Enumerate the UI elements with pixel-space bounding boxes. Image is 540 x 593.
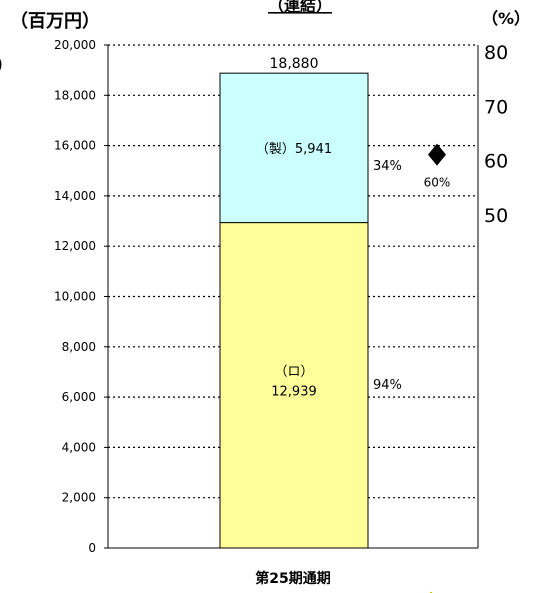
y2-tick-labels: 50 60 70 80 <box>484 42 508 227</box>
left-edge-mark: ) <box>0 54 3 75</box>
y2-tick-label: 80 <box>484 42 508 64</box>
y-tick-label: 18,000 <box>54 88 96 102</box>
y2-tick-label: 60 <box>484 151 508 173</box>
y-tick-label: 4,000 <box>62 440 96 454</box>
chart-title: （連結） <box>268 0 332 15</box>
x-tick-label: 第25期通期 <box>255 570 330 587</box>
y-tick-label: 20,000 <box>54 38 96 52</box>
marker-label: 60% <box>424 176 451 190</box>
data-labels: （ロ） 12,939 （製）5,941 18,880 34% 94% 60% <box>256 56 450 399</box>
y-tick-label: 2,000 <box>62 491 96 505</box>
y2-tick-label: 50 <box>484 205 508 227</box>
total-label: 18,880 <box>270 56 319 72</box>
left-unit-label: （百万円） <box>10 11 100 32</box>
bars <box>219 72 369 549</box>
side-label: 94% <box>373 378 402 393</box>
side-label: 34% <box>373 159 402 174</box>
data-label: （製）5,941 <box>256 142 332 157</box>
bar-segment <box>219 72 369 224</box>
right-unit-label: （%） <box>482 9 530 28</box>
y2-tick-label: 70 <box>484 96 508 118</box>
bar-segment <box>219 222 369 549</box>
y-tick-label: 12,000 <box>54 239 96 253</box>
y-tick-label: 6,000 <box>62 390 96 404</box>
marker-point <box>428 143 446 166</box>
data-label: 12,939 <box>271 384 317 399</box>
y-tick-label: 0 <box>88 541 96 555</box>
y-tick-label: 10,000 <box>54 290 96 304</box>
data-label: （ロ） <box>274 364 313 379</box>
y-tick-label: 8,000 <box>62 340 96 354</box>
y-tick-label: 16,000 <box>54 139 96 153</box>
y-tick-labels: 0 2,000 4,000 6,000 8,000 10,000 12,000 14,000 1… <box>54 38 96 555</box>
y-tick-label: 14,000 <box>54 189 96 203</box>
